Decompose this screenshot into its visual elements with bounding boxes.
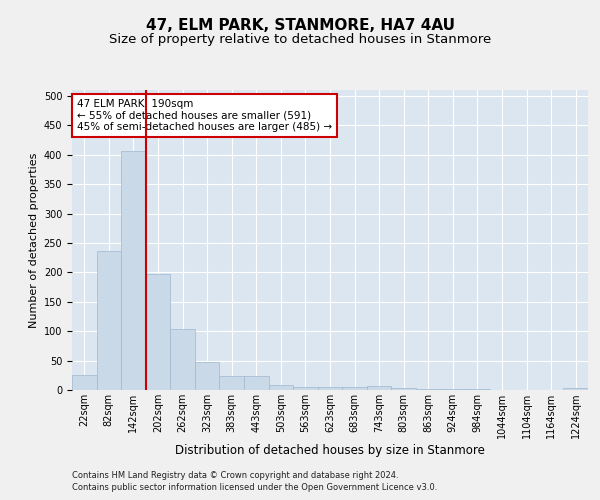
- Bar: [293, 387, 318, 390]
- X-axis label: Distribution of detached houses by size in Stanmore: Distribution of detached houses by size …: [175, 444, 485, 457]
- Bar: [97, 250, 121, 390]
- Text: Contains public sector information licensed under the Open Government Licence v3: Contains public sector information licen…: [72, 483, 437, 492]
- Bar: [195, 362, 220, 390]
- Bar: [318, 387, 342, 390]
- Bar: [146, 274, 170, 390]
- Bar: [170, 329, 195, 390]
- Bar: [121, 150, 146, 390]
- Bar: [367, 386, 391, 390]
- Text: 47 ELM PARK: 190sqm
← 55% of detached houses are smaller (591)
45% of semi-detac: 47 ELM PARK: 190sqm ← 55% of detached ho…: [77, 99, 332, 132]
- Y-axis label: Number of detached properties: Number of detached properties: [29, 152, 40, 328]
- Text: Size of property relative to detached houses in Stanmore: Size of property relative to detached ho…: [109, 32, 491, 46]
- Bar: [563, 388, 588, 390]
- Bar: [342, 387, 367, 390]
- Text: Contains HM Land Registry data © Crown copyright and database right 2024.: Contains HM Land Registry data © Crown c…: [72, 470, 398, 480]
- Bar: [269, 386, 293, 390]
- Bar: [220, 376, 244, 390]
- Bar: [391, 388, 416, 390]
- Text: 47, ELM PARK, STANMORE, HA7 4AU: 47, ELM PARK, STANMORE, HA7 4AU: [146, 18, 455, 32]
- Bar: [244, 376, 269, 390]
- Bar: [72, 376, 97, 390]
